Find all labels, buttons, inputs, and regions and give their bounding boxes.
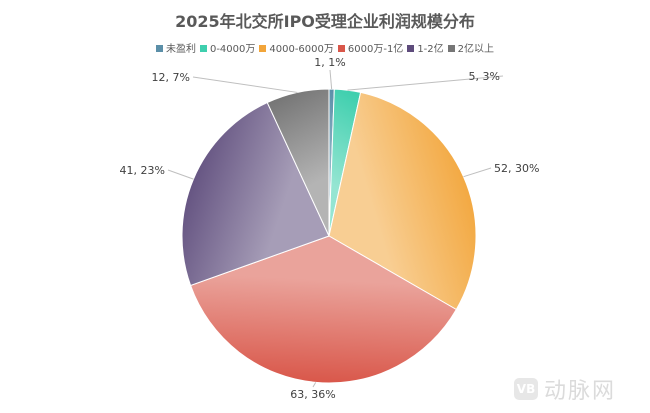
legend-item: 2亿以上: [447, 40, 495, 55]
legend-item: 0-4000万: [199, 40, 256, 55]
legend-swatch: [337, 45, 345, 52]
legend-label: 6000万-1亿: [347, 44, 404, 55]
legend-label: 未盈利: [165, 44, 196, 55]
watermark-text: 动脉网: [544, 379, 617, 404]
data-label: 63, 36%: [290, 388, 335, 401]
legend-swatch: [407, 45, 415, 52]
data-label: 12, 7%: [152, 71, 190, 84]
legend-item: 4000-6000万: [259, 40, 334, 55]
leader-line: [347, 75, 504, 91]
legend: 未盈利 0-4000万 4000-6000万 6000万-1亿 1-2亿 2亿以上: [0, 40, 650, 55]
legend-label: 0-4000万: [209, 44, 256, 55]
legend-item: 未盈利: [155, 40, 196, 55]
leader-line: [167, 169, 194, 180]
data-label: 41, 23%: [120, 164, 165, 177]
legend-label: 4000-6000万: [269, 44, 334, 55]
data-label: 1, 1%: [314, 56, 345, 69]
leader-line: [312, 382, 317, 388]
data-label: 52, 30%: [494, 162, 539, 175]
leader-line: [463, 167, 492, 178]
legend-swatch: [259, 45, 267, 52]
pie-slice-5: [266, 88, 330, 237]
leader-line: [329, 69, 333, 90]
legend-swatch: [447, 45, 455, 52]
data-label: 5, 3%: [469, 70, 500, 83]
legend-swatch: [155, 45, 163, 52]
watermark-logo: VB 动脉网: [514, 373, 616, 405]
chart-title: 2025年北交所IPO受理企业利润规模分布: [175, 12, 475, 31]
legend-label: 2亿以上: [457, 44, 495, 55]
leader-line: [192, 76, 298, 93]
legend-item: 6000万-1亿: [337, 40, 404, 55]
legend-item: 1-2亿: [407, 40, 444, 55]
legend-swatch: [199, 45, 207, 52]
legend-label: 1-2亿: [417, 44, 444, 55]
watermark-mark: VB: [514, 378, 538, 400]
